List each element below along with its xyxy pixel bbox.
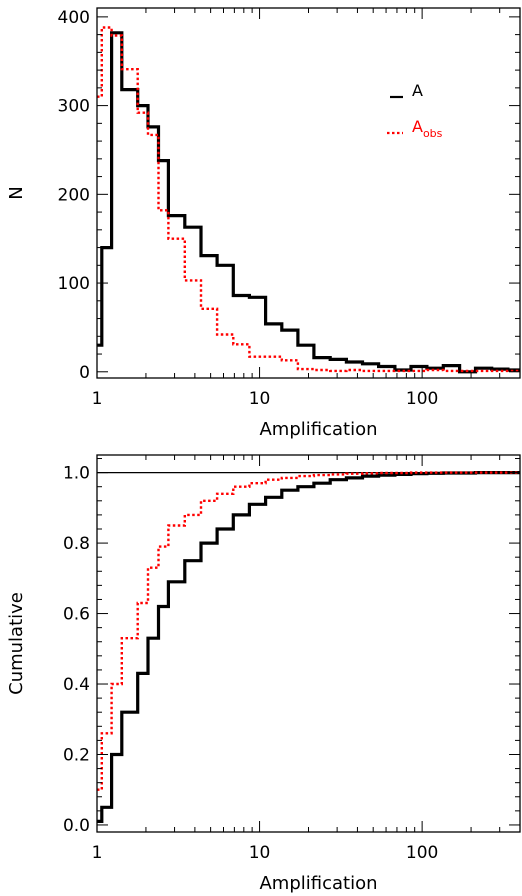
y-tick-label: 0.6 — [63, 605, 90, 625]
x-tick-label: 100 — [406, 843, 438, 863]
cumulative-panel: 1 10 100 0.0 0.2 0.4 0.6 0.8 1.0 Amplification Cum… — [6, 454, 521, 894]
x-tick-label: 1 — [92, 389, 103, 409]
histogram-panel: 1 10 100 0 100 200 300 400 Amplification N A Aobs — [6, 7, 521, 440]
y-tick-label: 400 — [58, 8, 90, 28]
x-tick-label: 10 — [249, 843, 271, 863]
y-tick-label: 0.4 — [63, 675, 90, 695]
x-tick-label: 10 — [249, 389, 271, 409]
legend-label-a-obs: Aobs — [412, 117, 443, 140]
y-axis-label: Cumulative — [6, 592, 27, 695]
y-tick-label: 1.0 — [63, 464, 90, 484]
series-a-line — [97, 31, 520, 374]
y-tick-label: 0.2 — [63, 745, 90, 765]
legend: A Aobs — [387, 81, 443, 140]
series-a-line — [97, 471, 520, 823]
legend-label-a: A — [412, 81, 423, 100]
plot-frame — [96, 454, 521, 833]
y-tick-label: 0 — [79, 363, 90, 383]
y-tick-label: 100 — [58, 274, 90, 294]
y-tick-label: 0.8 — [63, 534, 90, 554]
x-axis-label: Amplification — [259, 419, 377, 440]
x-tick-label: 1 — [92, 843, 103, 863]
plot-frame — [96, 7, 521, 379]
y-tick-label: 300 — [58, 97, 90, 117]
x-axis-label: Amplification — [259, 873, 377, 894]
y-tick-label: 200 — [58, 185, 90, 205]
y-axis-label: N — [6, 186, 27, 199]
y-tick-label: 0.0 — [63, 816, 90, 836]
series-a-obs-line — [97, 26, 520, 373]
series-a-obs-line — [97, 471, 520, 791]
x-tick-label: 100 — [406, 389, 438, 409]
